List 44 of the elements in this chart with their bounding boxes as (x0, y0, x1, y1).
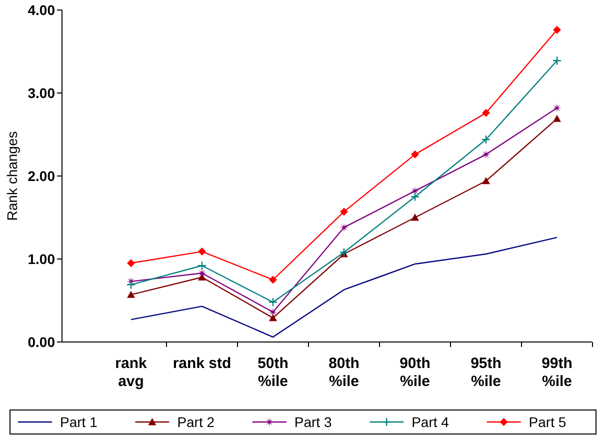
y-tick-label: 4.00 (28, 2, 56, 18)
point (198, 273, 206, 280)
y-tick-label: 3.00 (28, 84, 56, 101)
point (482, 176, 490, 184)
point (410, 192, 420, 202)
point (481, 134, 491, 144)
point (198, 268, 206, 278)
point (552, 56, 562, 66)
point (269, 314, 277, 322)
point (268, 308, 278, 317)
point (482, 108, 490, 117)
point (553, 26, 561, 34)
x-tick-label: 95th %ile (470, 355, 502, 390)
x-tick-label: 80th %ile (328, 355, 360, 390)
y-axis-title: Rank changes (4, 131, 20, 221)
x-tick-label: 50th %ile (258, 355, 288, 390)
x-tick-label: 99th %ile (542, 355, 572, 390)
y-tick-label: 0.00 (28, 334, 56, 350)
legend-label: Part 2 (177, 414, 215, 430)
point (340, 208, 348, 216)
point (411, 214, 419, 221)
y-tick-label: 1.00 (28, 250, 56, 267)
point (552, 103, 562, 112)
point (198, 248, 206, 256)
point (197, 261, 207, 270)
legend-label: Part 3 (294, 414, 332, 430)
point (268, 298, 278, 307)
legend-label: Part 1 (60, 414, 98, 430)
legend-label: Part 4 (412, 414, 450, 430)
point (553, 114, 561, 122)
x-tick-label: rank std (172, 355, 232, 372)
point (126, 280, 136, 290)
point (411, 150, 419, 158)
point (340, 222, 348, 232)
y-tick-label: 2.00 (28, 168, 56, 184)
x-tick-label: 90th %ile (400, 355, 430, 390)
x-tick-label: rank avg (115, 355, 148, 390)
point (269, 276, 277, 284)
point (482, 150, 490, 159)
point (127, 290, 135, 298)
point (127, 259, 135, 268)
legend-label: Part 5 (528, 414, 566, 430)
line-series (130, 236, 558, 338)
point (339, 248, 349, 257)
